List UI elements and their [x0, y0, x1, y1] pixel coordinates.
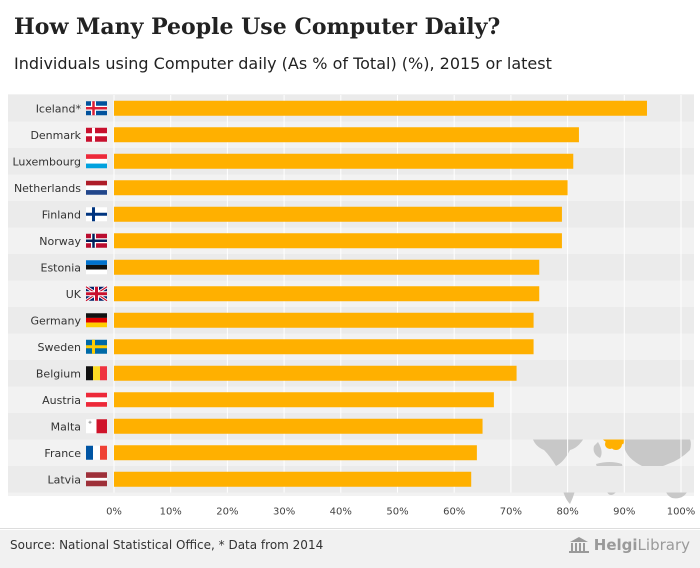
- bar-iceland: [114, 100, 647, 116]
- category-label: Latvia: [48, 473, 82, 486]
- bar-denmark: [114, 127, 579, 143]
- bar-germany: [114, 312, 534, 328]
- x-tick-label: 30%: [273, 507, 295, 518]
- belgium-flag: [86, 366, 107, 381]
- chart-title: How Many People Use Computer Daily?: [14, 14, 501, 40]
- category-label: Sweden: [38, 341, 81, 354]
- luxembourg-flag: [86, 154, 107, 169]
- category-label: Iceland*: [36, 102, 82, 115]
- bar-finland: [114, 206, 562, 222]
- category-label: Austria: [42, 394, 81, 407]
- norway-flag: [86, 233, 107, 248]
- x-tick-label: 0%: [106, 507, 122, 518]
- bars: [114, 100, 647, 487]
- plot-panel: Iceland* Denmark Luxembourg Netherlands Finl…: [8, 94, 695, 518]
- x-tick-label: 70%: [500, 507, 522, 518]
- source-note: Source: National Statistical Office, * D…: [10, 538, 324, 552]
- chart-subtitle: Individuals using Computer daily (As % o…: [14, 54, 552, 73]
- category-label: UK: [66, 288, 82, 301]
- malta-flag: [86, 419, 107, 434]
- bar-belgium: [114, 365, 517, 381]
- category-label: Norway: [39, 235, 81, 248]
- bar-malta: [114, 418, 483, 434]
- category-label: Belgium: [36, 367, 81, 380]
- bar-france: [114, 445, 477, 461]
- iceland-flag: [86, 101, 107, 116]
- brand-name-bold: Helgi: [593, 536, 638, 554]
- x-tick-label: 60%: [443, 507, 465, 518]
- denmark-flag: [86, 127, 107, 142]
- category-label: Estonia: [41, 261, 82, 274]
- x-tick-label: 10%: [160, 507, 182, 518]
- netherlands-flag: [86, 180, 107, 195]
- uk-flag: [85, 285, 108, 302]
- x-tick-label: 50%: [386, 507, 408, 518]
- bar-norway: [114, 233, 562, 249]
- bar-luxembourg: [114, 153, 574, 169]
- helgi-library-logo[interactable]: Helgi Library: [568, 536, 690, 554]
- library-building-icon: [568, 537, 589, 553]
- category-label: Luxembourg: [12, 155, 81, 168]
- category-label: Denmark: [30, 129, 81, 142]
- x-tick-label: 90%: [613, 507, 635, 518]
- germany-flag: [86, 313, 107, 328]
- x-tick-label: 20%: [216, 507, 238, 518]
- category-labels: Iceland* Denmark Luxembourg Netherlands Finl…: [12, 102, 81, 486]
- bar-austria: [114, 392, 494, 408]
- bar-chart: Iceland* Denmark Luxembourg Netherlands Finl…: [8, 95, 695, 518]
- x-axis-ticks: 0% 10% 20% 30% 40% 50% 60% 70% 80% 90% 100%: [106, 507, 695, 518]
- category-label: Germany: [30, 314, 81, 327]
- brand-name-rest: Library: [637, 536, 690, 554]
- flags: [85, 101, 108, 487]
- footer-divider: [0, 528, 700, 529]
- sweden-flag: [86, 339, 107, 354]
- category-label: Netherlands: [14, 182, 81, 195]
- austria-flag: [86, 392, 107, 407]
- footer: Source: National Statistical Office, * D…: [0, 530, 700, 568]
- estonia-flag: [86, 260, 107, 275]
- category-label: Finland: [42, 208, 81, 221]
- x-tick-label: 40%: [330, 507, 352, 518]
- x-tick-label: 100%: [667, 507, 696, 518]
- category-label: Malta: [51, 420, 81, 433]
- bar-estonia: [114, 259, 540, 275]
- bar-sweden: [114, 339, 534, 355]
- category-label: France: [44, 447, 81, 460]
- finland-flag: [86, 207, 107, 222]
- bar-uk: [114, 286, 540, 302]
- bar-latvia: [114, 471, 472, 487]
- x-tick-label: 80%: [556, 507, 578, 518]
- france-flag: [86, 445, 107, 460]
- latvia-flag: [86, 472, 107, 487]
- bar-netherlands: [114, 180, 568, 196]
